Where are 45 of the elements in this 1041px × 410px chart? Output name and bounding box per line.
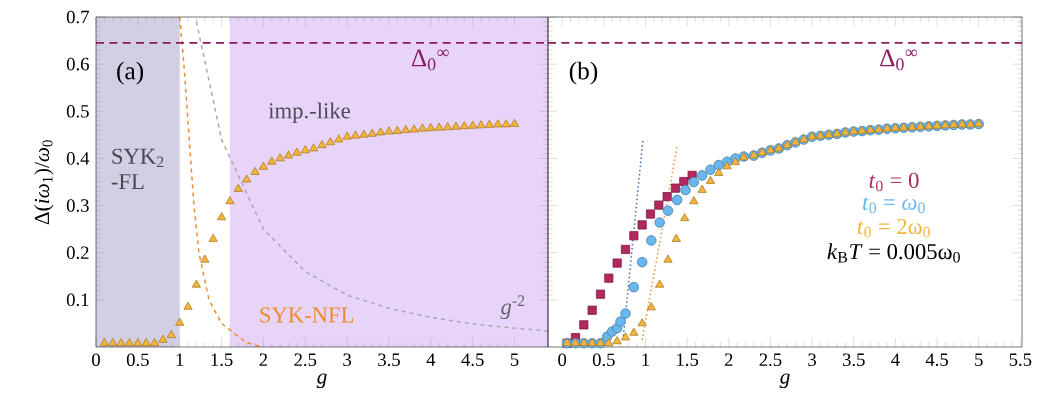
- x-tick-label: 4: [891, 353, 900, 366]
- x-tick-label: 1.5: [677, 353, 699, 367]
- annotation: SYK-NFL: [260, 307, 354, 323]
- x-axis-title: g: [316, 373, 327, 389]
- y-tick-label: 0.6: [66, 57, 89, 71]
- x-tick-label: 2.5: [294, 353, 317, 367]
- annotation: k$_{B}$T = 0.005ω$_{0}$: [827, 243, 960, 263]
- x-tick-label: 4: [426, 353, 436, 366]
- text: t$_{0}$ = 2ω$_{0}$: [857, 218, 930, 238]
- x-tick-label: 2: [259, 353, 268, 366]
- x-tick-label: 1: [642, 353, 650, 366]
- annotation: (b): [569, 61, 598, 85]
- x-tick-label: 4.5: [461, 353, 484, 367]
- x-tick-label: 0.5: [592, 353, 615, 367]
- x-tick-label: 5: [510, 353, 519, 366]
- x-axis-title: g: [779, 373, 790, 389]
- y-tick-label: 0.3: [66, 199, 89, 212]
- x-tick-label: 1: [176, 353, 184, 366]
- x-tick-label: 0.5: [126, 353, 149, 367]
- x-tick-label: 1.5: [211, 353, 233, 367]
- text: t$_{0}$ = ω$_{0}$: [863, 196, 925, 214]
- ref-line-label: Δ$_{0}$∞: [411, 49, 449, 71]
- x-tick-label: 3: [808, 353, 817, 367]
- band-label: imp.-like: [268, 102, 350, 123]
- y-axis-title: Δ(iω$_{1}$)/ω$_{0}$: [34, 140, 54, 225]
- x-tick-label: 5: [975, 353, 983, 366]
- series-label: g$^{-2}$: [500, 295, 525, 320]
- x-tick-label: 0: [558, 353, 567, 367]
- annotation: (a): [117, 61, 144, 85]
- y-tick-label: 0.2: [66, 246, 89, 260]
- ref-line-label: Δ$_{0}$∞: [880, 49, 917, 71]
- y-tick-label: 0.1: [66, 293, 89, 307]
- y-tick-label: 0.7: [66, 10, 89, 24]
- x-tick-label: 2.5: [759, 353, 782, 367]
- y-tick-label: 0.5: [66, 104, 89, 118]
- x-tick-label: 4.5: [925, 353, 948, 367]
- x-tick-label: 5.5: [1009, 353, 1032, 366]
- x-tick-label: 3.5: [378, 353, 400, 367]
- x-tick-label: 3: [343, 353, 352, 367]
- text: t$_{0}$ = 0: [869, 172, 919, 192]
- band-label: SYK$_{2}$ -FL: [111, 148, 164, 189]
- y-tick-label: 0.4: [66, 152, 90, 165]
- x-tick-label: 3.5: [842, 353, 865, 367]
- x-tick-label: 0: [92, 353, 100, 367]
- x-tick-label: 2: [724, 353, 733, 366]
